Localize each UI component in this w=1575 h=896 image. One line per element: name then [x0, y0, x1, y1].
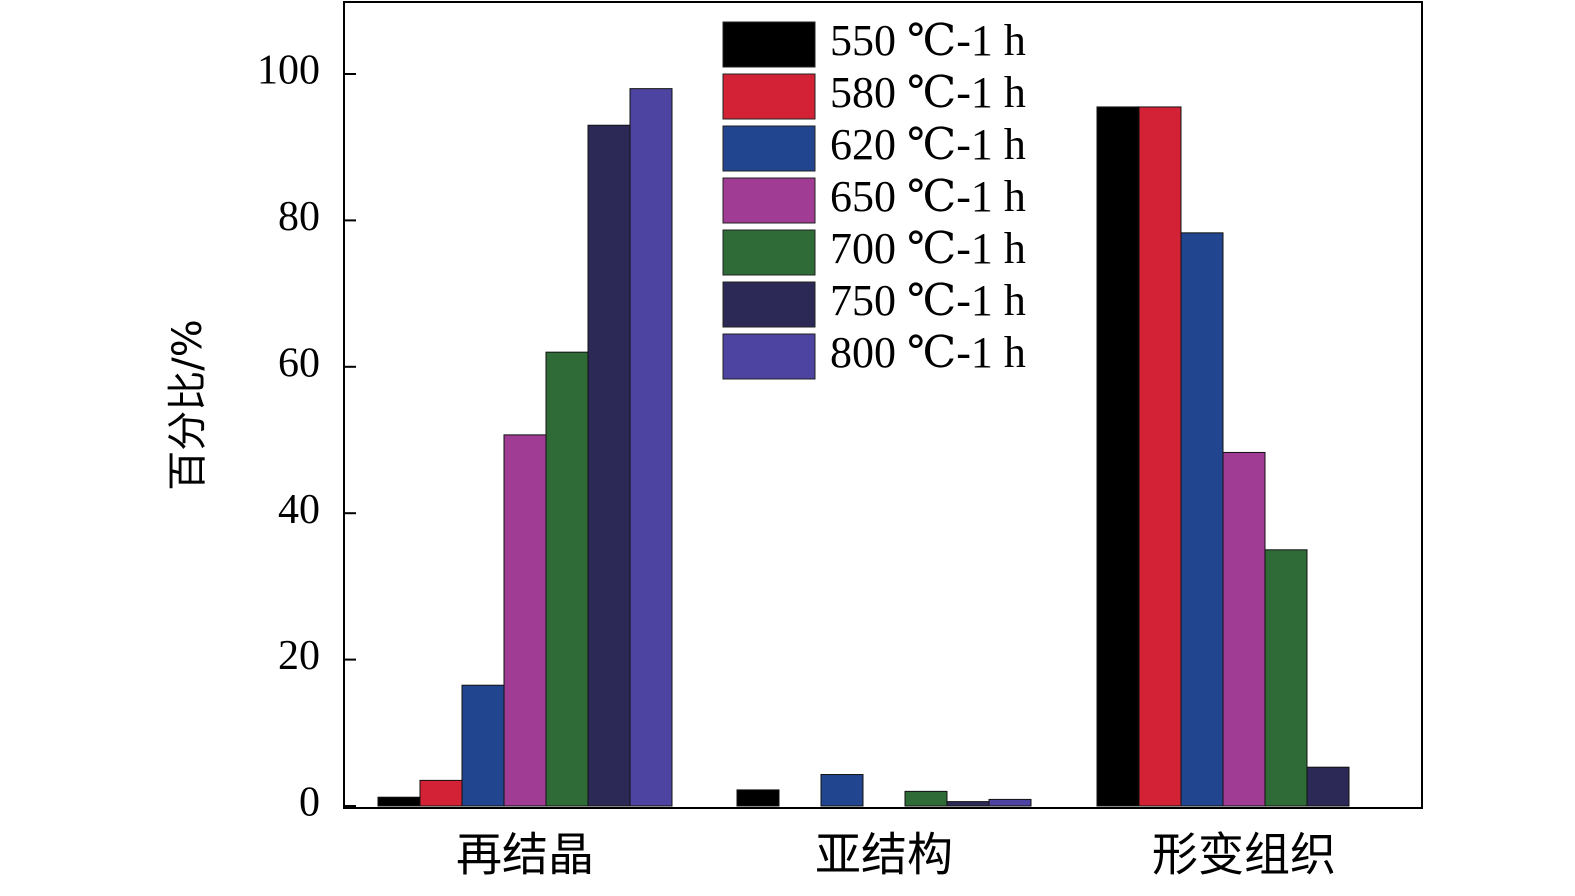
- legend-label: 580 ℃-1 h: [830, 68, 1026, 117]
- bar: [377, 796, 421, 807]
- legend-swatch: [722, 229, 816, 276]
- bar: [736, 789, 780, 807]
- legend-label: 620 ℃-1 h: [830, 120, 1026, 169]
- x-category-label: 再结晶: [456, 828, 594, 882]
- legend-label: 800 ℃-1 h: [830, 328, 1026, 377]
- plot-frame: [343, 1, 1423, 809]
- bar: [1096, 106, 1140, 807]
- y-tick-label: 20: [278, 633, 320, 679]
- bar: [1180, 232, 1224, 807]
- y-axis: 0 20 40 60 80 100: [257, 48, 356, 826]
- x-category-label: 亚结构: [815, 828, 953, 882]
- bar: [545, 351, 589, 807]
- bars-group: [377, 88, 1350, 807]
- bar: [629, 88, 673, 807]
- legend-swatch: [722, 73, 816, 120]
- bar: [503, 434, 547, 807]
- y-tick-label: 80: [278, 194, 320, 240]
- y-tick-label: 40: [278, 487, 320, 533]
- bar: [1306, 766, 1350, 807]
- bar: [587, 124, 631, 807]
- legend-swatch: [722, 21, 816, 68]
- bar: [1138, 106, 1182, 807]
- legend-swatch: [722, 125, 816, 172]
- bar: [461, 684, 505, 807]
- legend-swatch: [722, 281, 816, 328]
- x-category-label: 形变组织: [1152, 828, 1336, 882]
- bar: [988, 798, 1032, 807]
- legend-label: 750 ℃-1 h: [830, 276, 1026, 325]
- y-tick-label: 0: [299, 780, 320, 826]
- legend-label: 700 ℃-1 h: [830, 224, 1026, 273]
- legend-swatch: [722, 333, 816, 380]
- bar: [904, 790, 948, 807]
- legend-label: 650 ℃-1 h: [830, 172, 1026, 221]
- legend-label: 550 ℃-1 h: [830, 16, 1026, 65]
- bar: [1264, 549, 1308, 807]
- bar: [419, 779, 463, 807]
- bar: [1222, 451, 1266, 807]
- x-axis: 再结晶 亚结构 形变组织: [456, 828, 1336, 882]
- y-axis-label: 百分比/%: [165, 319, 211, 490]
- y-tick-label: 100: [257, 48, 320, 94]
- legend-swatch: [722, 177, 816, 224]
- bar: [946, 801, 990, 807]
- y-tick-label: 60: [278, 340, 320, 386]
- bar: [820, 774, 864, 807]
